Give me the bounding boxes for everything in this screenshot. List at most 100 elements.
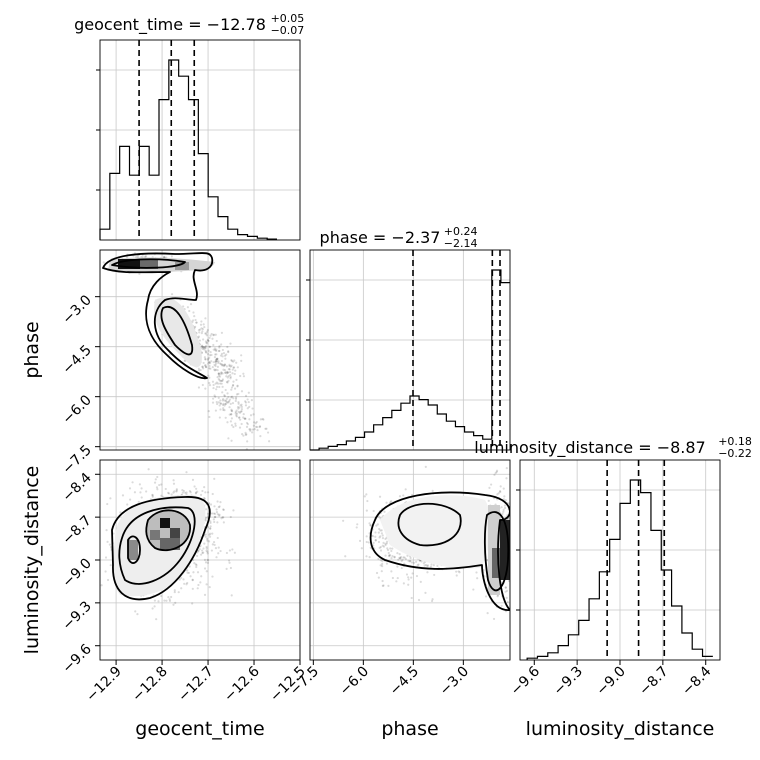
- sample-point: [225, 397, 228, 400]
- sample-point: [457, 570, 460, 573]
- sample-point: [204, 317, 207, 320]
- x-tick-label: −6.0: [337, 664, 372, 699]
- sample-point: [237, 410, 240, 413]
- sample-point: [358, 539, 362, 542]
- sample-point: [216, 369, 219, 372]
- sample-point: [241, 432, 244, 436]
- sample-point: [236, 366, 239, 369]
- sample-point: [230, 364, 233, 367]
- sample-point: [211, 543, 214, 546]
- sample-point: [418, 559, 421, 562]
- sample-point: [136, 612, 139, 616]
- sample-point: [207, 410, 210, 413]
- sample-point: [205, 537, 209, 540]
- sample-point: [181, 489, 184, 492]
- hist-geocent_time: [96, 39, 301, 241]
- sample-point: [225, 400, 228, 403]
- sample-point: [220, 343, 223, 346]
- sample-point: [230, 594, 233, 597]
- sample-point: [221, 372, 224, 375]
- sample-point: [204, 535, 207, 538]
- sample-point: [185, 493, 188, 496]
- sample-point: [215, 388, 218, 391]
- sample-point: [381, 534, 384, 537]
- x-axis-label-geocent_time: geocent_time: [135, 718, 264, 740]
- sample-point: [201, 347, 204, 351]
- sample-point: [484, 595, 488, 598]
- sample-point: [395, 580, 398, 583]
- sample-point: [210, 512, 214, 515]
- sample-point: [170, 255, 173, 258]
- sample-point: [412, 561, 416, 564]
- sample-point: [236, 384, 239, 387]
- hist-step-geocent_time: [99, 59, 278, 240]
- x-tick-label: −9.0: [593, 664, 628, 699]
- sample-point: [217, 372, 220, 375]
- sample-point: [225, 551, 229, 555]
- sample-point: [242, 375, 246, 378]
- x-tick-label: −12.8: [129, 664, 171, 706]
- sample-point: [220, 379, 223, 383]
- density-cell: [175, 262, 189, 270]
- sample-point: [228, 398, 232, 401]
- sample-point: [185, 491, 188, 494]
- contour-line: [483, 511, 510, 592]
- sample-point: [160, 483, 163, 486]
- sample-point: [104, 556, 108, 559]
- sample-point: [212, 348, 215, 351]
- sample-point: [221, 516, 224, 519]
- sample-point: [503, 495, 506, 498]
- sample-point: [386, 548, 390, 552]
- sample-point: [151, 494, 154, 497]
- sample-point: [512, 588, 514, 590]
- sample-point: [405, 573, 409, 576]
- sample-point: [230, 413, 233, 416]
- sample-point: [219, 354, 223, 357]
- contour-line: [127, 535, 141, 564]
- sample-point: [198, 547, 201, 551]
- sample-point: [213, 477, 216, 480]
- sample-point: [220, 331, 224, 334]
- sample-point: [240, 410, 243, 413]
- sample-point: [228, 363, 231, 366]
- sample-point: [235, 378, 238, 381]
- sample-point: [193, 562, 196, 565]
- sample-point: [195, 554, 199, 558]
- sample-point: [144, 255, 148, 258]
- sample-point: [226, 376, 229, 379]
- sample-point: [383, 510, 386, 513]
- sample-point: [214, 547, 218, 550]
- sample-point: [246, 407, 249, 410]
- sample-point: [374, 539, 377, 542]
- sample-point: [429, 565, 433, 568]
- y-tick-label: −9.0: [59, 556, 94, 591]
- sample-point: [199, 493, 203, 496]
- sample-point: [206, 561, 210, 564]
- sample-point: [204, 491, 207, 494]
- sample-point: [381, 544, 384, 547]
- sample-point: [172, 491, 175, 494]
- sample-point: [184, 491, 187, 494]
- sample-point: [205, 366, 208, 369]
- title-upper-error: +0.18: [718, 435, 752, 448]
- sample-point: [212, 361, 215, 364]
- y-tick-label: −3.0: [59, 292, 94, 327]
- sample-point: [206, 558, 209, 561]
- sample-point: [208, 540, 211, 543]
- sample-point: [400, 559, 403, 562]
- sample-point: [147, 468, 150, 471]
- sample-point: [228, 368, 231, 371]
- sample-point: [208, 364, 211, 368]
- y-tick-label: −9.6: [59, 641, 94, 676]
- sample-point: [235, 415, 238, 418]
- sample-point: [175, 489, 178, 492]
- sample-point: [402, 494, 405, 497]
- sample-point: [195, 487, 198, 490]
- sample-point: [186, 581, 189, 585]
- sample-point: [431, 598, 434, 601]
- sample-point: [366, 499, 369, 503]
- sample-point: [239, 410, 242, 413]
- sample-point: [386, 547, 389, 550]
- sample-point: [234, 369, 237, 372]
- sample-point: [204, 561, 208, 564]
